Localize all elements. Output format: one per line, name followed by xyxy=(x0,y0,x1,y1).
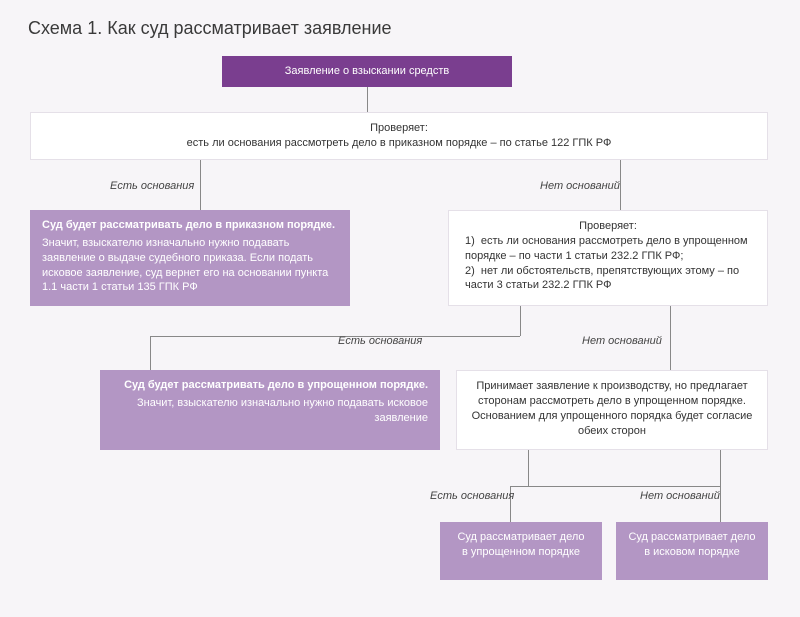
node-head: Проверяет: xyxy=(43,121,755,136)
edge-label-no-1: Нет оснований xyxy=(540,180,620,192)
node-line1: 1) есть ли основания рассмотреть дело в … xyxy=(461,234,755,264)
edge-label-no-3: Нет оснований xyxy=(640,490,720,502)
node-body: есть ли основания рассмотреть дело в при… xyxy=(43,136,755,151)
node-text: Заявление о взыскании средств xyxy=(285,65,449,77)
node-body: Значит, взыскателю изначально нужно пода… xyxy=(137,397,428,424)
node-check-232: Проверяет: 1) есть ли основания рассмотр… xyxy=(448,210,768,306)
node-text: Принимает заявление к производству, но п… xyxy=(472,380,753,437)
node-text: Суд рассматривает дело в упрощенном поря… xyxy=(457,531,584,558)
node-body: Значит, взыскателю изначально нужно пода… xyxy=(42,237,328,294)
node-line2: 2) нет ли обстоятельств, препятствующих … xyxy=(461,264,755,294)
node-head: Проверяет: xyxy=(461,219,755,234)
node-final-iskovoy: Суд рассматривает дело в исковом порядке xyxy=(616,522,768,580)
diagram-title: Схема 1. Как суд рассматривает заявление xyxy=(28,18,392,39)
node-check-122: Проверяет: есть ли основания рассмотреть… xyxy=(30,112,768,160)
node-final-simplified: Суд рассматривает дело в упрощенном поря… xyxy=(440,522,602,580)
node-accept-offer: Принимает заявление к производству, но п… xyxy=(456,370,768,450)
node-head: Суд будет рассматривать дело в упрощенно… xyxy=(112,378,428,393)
node-text: Суд рассматривает дело в исковом порядке xyxy=(628,531,755,558)
node-prikaznoy: Суд будет рассматривать дело в приказном… xyxy=(30,210,350,306)
edge-label-no-2: Нет оснований xyxy=(582,335,662,347)
node-head: Суд будет рассматривать дело в приказном… xyxy=(42,218,338,233)
edge-label-yes-3: Есть основания xyxy=(430,490,514,502)
edge-label-yes-1: Есть основания xyxy=(110,180,194,192)
edge-label-yes-2: Есть основания xyxy=(338,335,422,347)
node-simplified-result: Суд будет рассматривать дело в упрощенно… xyxy=(100,370,440,450)
node-application: Заявление о взыскании средств xyxy=(222,56,512,87)
